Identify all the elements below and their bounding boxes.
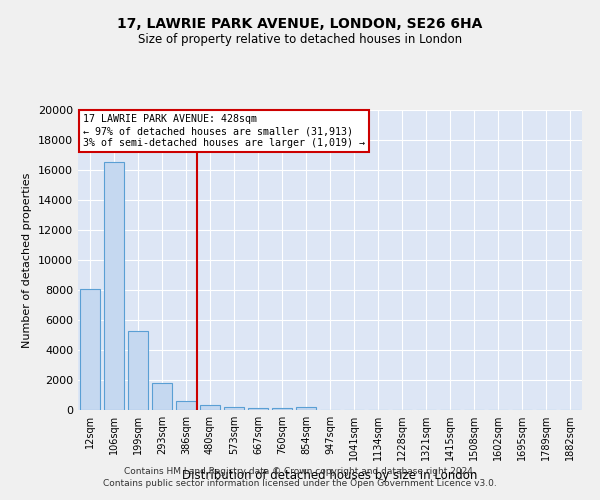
Text: 17 LAWRIE PARK AVENUE: 428sqm
← 97% of detached houses are smaller (31,913)
3% o: 17 LAWRIE PARK AVENUE: 428sqm ← 97% of d… xyxy=(83,114,365,148)
Bar xyxy=(296,407,316,410)
Y-axis label: Number of detached properties: Number of detached properties xyxy=(22,172,32,348)
Bar xyxy=(128,330,148,410)
Text: 17, LAWRIE PARK AVENUE, LONDON, SE26 6HA: 17, LAWRIE PARK AVENUE, LONDON, SE26 6HA xyxy=(118,18,482,32)
Text: Size of property relative to detached houses in London: Size of property relative to detached ho… xyxy=(138,32,462,46)
Text: Contains HM Land Registry data © Crown copyright and database right 2024.
Contai: Contains HM Land Registry data © Crown c… xyxy=(103,466,497,487)
Bar xyxy=(224,407,244,410)
Bar xyxy=(104,162,124,410)
Bar xyxy=(176,401,196,410)
Bar xyxy=(152,383,172,410)
Bar xyxy=(200,405,220,410)
Bar xyxy=(248,408,268,410)
X-axis label: Distribution of detached houses by size in London: Distribution of detached houses by size … xyxy=(182,468,478,481)
Bar xyxy=(80,289,100,410)
Bar xyxy=(272,408,292,410)
